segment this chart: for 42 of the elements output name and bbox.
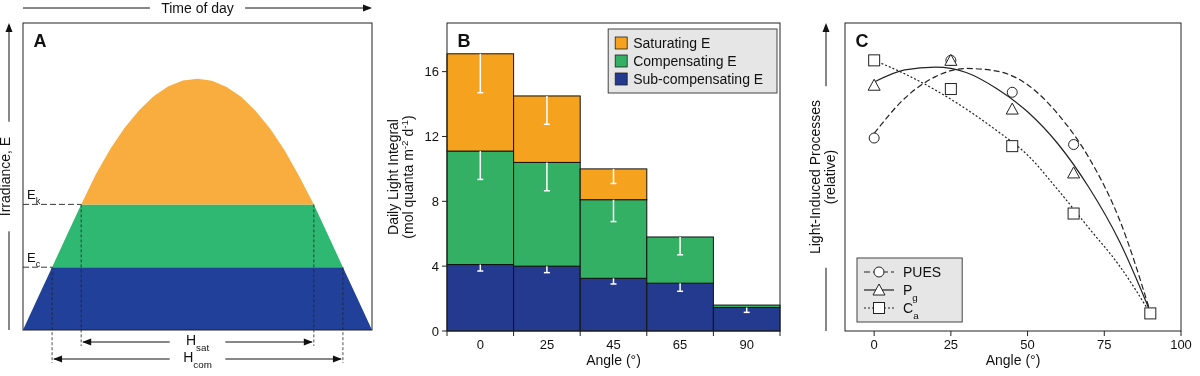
x-axis-title: Time of day xyxy=(161,0,234,16)
ref-line-label: E$_{k}$ xyxy=(27,187,41,207)
x-tick-label: 45 xyxy=(606,337,621,352)
y-tick-label: 16 xyxy=(424,64,439,80)
point xyxy=(867,78,881,91)
x-tick-label: 0 xyxy=(870,337,878,352)
y-tick-label: 12 xyxy=(424,128,439,144)
x-tick-label: 75 xyxy=(1097,337,1112,352)
point xyxy=(944,83,957,96)
legend-label: Sub-compensating E xyxy=(633,71,764,87)
legend-label: PUES xyxy=(903,264,942,280)
legend-label: Saturating E xyxy=(633,35,711,51)
text: H$_{sat}$ xyxy=(185,332,210,353)
x-axis-title: Angle (°) xyxy=(985,352,1041,368)
point xyxy=(868,54,881,67)
legend-label: P$_{g}$ xyxy=(903,282,918,303)
y-tick-label: 8 xyxy=(431,193,439,209)
chart-title: C xyxy=(855,31,869,51)
point xyxy=(1067,207,1080,220)
x-axis-title: Angle (°) xyxy=(586,352,641,368)
point xyxy=(1006,140,1019,153)
point xyxy=(1006,86,1018,98)
point xyxy=(1005,102,1019,115)
point xyxy=(1068,139,1080,151)
x-tick-label: 90 xyxy=(739,337,754,352)
text: B xyxy=(457,31,471,51)
point xyxy=(1144,307,1157,320)
y-axis-title: Irradiance, E xyxy=(0,136,13,217)
y-tick-label: 4 xyxy=(431,258,439,274)
point xyxy=(1067,166,1081,179)
x-tick-label: 50 xyxy=(1020,337,1035,352)
y-axis-title: Light-Induced Processes (relative) xyxy=(806,99,838,255)
x-tick-label: 65 xyxy=(672,337,688,352)
x-tick-label: 0 xyxy=(476,337,484,352)
x-tick-label: 25 xyxy=(539,337,555,352)
y-tick-label: 0 xyxy=(431,323,439,339)
ref-line-label: E$_{c}$ xyxy=(27,250,41,270)
point xyxy=(868,132,880,144)
chart-title: A xyxy=(33,31,47,51)
x-tick-label: 100 xyxy=(1170,337,1192,352)
legend-label: Compensating E xyxy=(633,53,737,69)
x-tick-label: 25 xyxy=(943,337,959,352)
